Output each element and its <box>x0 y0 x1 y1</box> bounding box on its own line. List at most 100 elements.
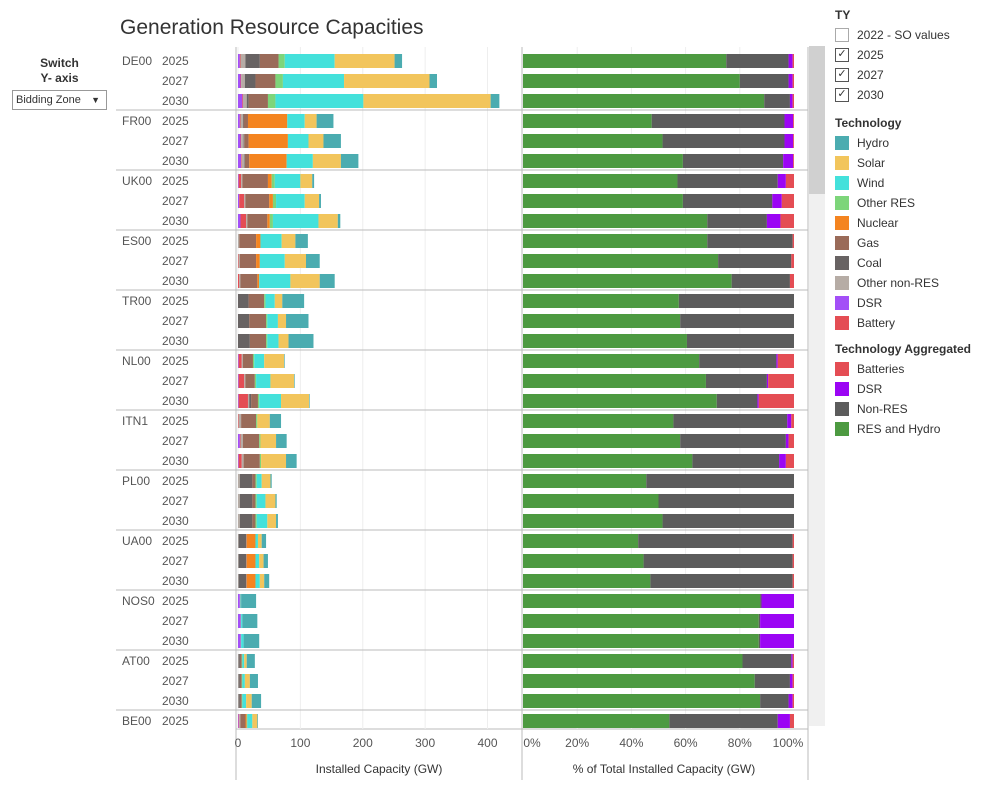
pct-segment-non-res <box>699 354 777 368</box>
legend-swatch <box>835 402 849 416</box>
bar-segment-wind <box>274 174 301 188</box>
x-axis-title: Installed Capacity (GW) <box>316 762 443 776</box>
bar-segment-battery <box>239 434 241 448</box>
bar-segment-battery <box>238 454 242 468</box>
checkbox-icon[interactable]: ✓ <box>835 48 849 62</box>
bar-segment-nuclear <box>247 114 288 128</box>
bar-segment-wind <box>255 574 260 588</box>
bar-segment-gas <box>243 454 260 468</box>
legend-swatch <box>835 362 849 376</box>
pct-segment-res-and-hydro <box>523 374 706 388</box>
bar-segment-solar <box>308 134 324 148</box>
pct-segment-res-and-hydro <box>523 534 639 548</box>
bar-segment-battery <box>238 354 242 368</box>
legend-item[interactable]: Solar <box>835 153 939 173</box>
bar-segment-wind <box>282 74 345 88</box>
legend-label: Gas <box>857 236 880 250</box>
checkbox-icon[interactable]: ✓ <box>835 88 849 102</box>
year-label: 2030 <box>162 634 189 648</box>
legend-item[interactable]: Batteries <box>835 359 971 379</box>
bar-segment-hydro <box>263 554 268 568</box>
bar-segment-hydro <box>261 534 267 548</box>
zone-label: FR00 <box>122 114 152 128</box>
legend-item[interactable]: Battery <box>835 313 939 333</box>
bar-segment-other-non-res <box>238 494 240 508</box>
bar-segment-other-res <box>252 354 255 368</box>
aggregated-legend-title: Technology Aggregated <box>835 342 972 356</box>
ty-option[interactable]: ✓ 2030 <box>835 85 950 105</box>
bar-segment-other-non-res <box>238 234 240 248</box>
bar-segment-coal <box>242 114 244 128</box>
legend-item[interactable]: Hydro <box>835 133 939 153</box>
bar-segment-dsr <box>238 714 239 728</box>
legend-item[interactable]: Non-RES <box>835 399 971 419</box>
bar-segment-wind <box>240 594 242 608</box>
ty-option[interactable]: ✓ 2025 <box>835 45 950 65</box>
vertical-scrollbar[interactable] <box>809 46 825 726</box>
pct-tick-label: 80% <box>728 736 752 750</box>
pct-segment-dsr <box>779 454 786 468</box>
bar-segment-other-non-res <box>240 54 246 68</box>
year-label: 2027 <box>162 254 189 268</box>
legend-item[interactable]: Wind <box>835 173 939 193</box>
bar-segment-battery <box>238 374 245 388</box>
pct-segment-non-res <box>726 54 789 68</box>
legend-item[interactable]: Other non-RES <box>835 273 939 293</box>
checkbox-icon[interactable] <box>835 28 849 42</box>
bar-segment-wind <box>267 314 278 328</box>
legend-item[interactable]: Coal <box>835 253 939 273</box>
pct-segment-non-res <box>764 94 790 108</box>
bar-segment-battery <box>240 74 242 88</box>
legend-swatch <box>835 236 849 250</box>
bar-segment-other-non-res <box>240 114 243 128</box>
pct-segment-non-res <box>686 334 794 348</box>
pct-segment-res-and-hydro <box>523 394 717 408</box>
legend-label: Batteries <box>857 362 905 376</box>
ty-option[interactable]: ✓ 2027 <box>835 65 950 85</box>
bar-segment-battery <box>238 414 239 428</box>
bar-segment-gas <box>239 234 257 248</box>
scrollbar-thumb[interactable] <box>809 46 825 194</box>
y-axis-dropdown[interactable]: Bidding Zone ▼ <box>12 90 107 110</box>
legend-item[interactable]: DSR <box>835 379 971 399</box>
bar-segment-other-res <box>256 414 258 428</box>
bar-segment-other-res <box>264 294 266 308</box>
pct-segment-res-and-hydro <box>523 714 670 728</box>
year-label: 2025 <box>162 234 189 248</box>
pct-segment-dsr <box>788 694 793 708</box>
pct-segment-non-res <box>662 514 794 528</box>
bar-segment-gas <box>244 134 249 148</box>
pct-segment-batteries <box>792 674 794 688</box>
bar-segment-other-non-res <box>238 674 239 688</box>
ty-option[interactable]: 2022 - SO values <box>835 25 950 45</box>
bar-segment-gas <box>245 374 255 388</box>
pct-segment-res-and-hydro <box>523 54 727 68</box>
bar-segment-battery <box>238 274 240 288</box>
pct-segment-res-and-hydro <box>523 94 765 108</box>
pct-segment-non-res <box>643 554 793 568</box>
legend-item[interactable]: DSR <box>835 293 939 313</box>
bar-segment-gas <box>247 214 268 228</box>
zone-label: UA00 <box>122 534 152 548</box>
pct-tick-label: 100% <box>773 736 804 750</box>
year-label: 2027 <box>162 134 189 148</box>
pct-segment-res-and-hydro <box>523 214 708 228</box>
bar-segment-battery <box>239 194 245 208</box>
legend-item[interactable]: RES and Hydro <box>835 419 971 439</box>
checkbox-icon[interactable]: ✓ <box>835 68 849 82</box>
bar-segment-gas <box>252 514 256 528</box>
bar-segment-coal <box>239 474 253 488</box>
bar-segment-wind <box>287 114 305 128</box>
year-label: 2030 <box>162 394 189 408</box>
pct-segment-res-and-hydro <box>523 294 679 308</box>
legend-item[interactable]: Nuclear <box>835 213 939 233</box>
year-label: 2025 <box>162 174 189 188</box>
pct-segment-dsr <box>785 434 789 448</box>
pct-segment-batteries <box>792 554 794 568</box>
legend-item[interactable]: Gas <box>835 233 939 253</box>
legend-item[interactable]: Other RES <box>835 193 939 213</box>
bar-segment-coal <box>239 494 253 508</box>
bar-segment-solar <box>244 674 250 688</box>
bar-segment-solar <box>261 454 287 468</box>
bar-segment-other-non-res <box>244 374 246 388</box>
